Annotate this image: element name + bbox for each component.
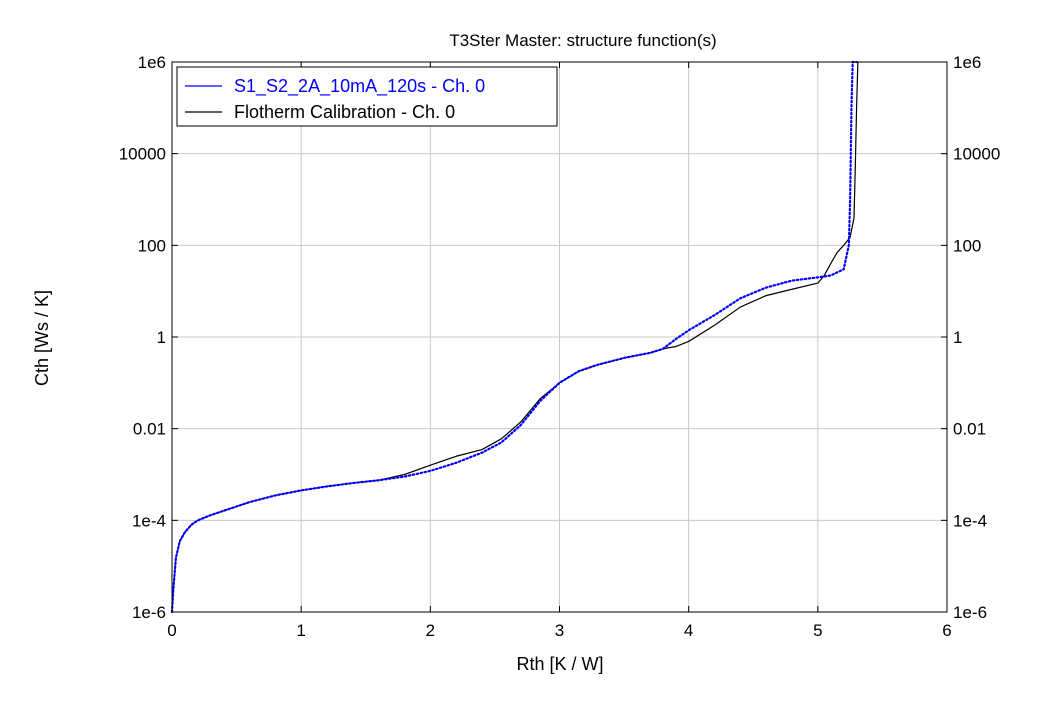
y-axis-title: Cth [Ws / K]	[32, 290, 52, 386]
series-layer	[170, 60, 860, 614]
legend-label-series-1: S1_S2_2A_10mA_120s - Ch. 0	[234, 76, 485, 97]
x-tick-label: 0	[167, 621, 176, 640]
x-tick-label: 4	[684, 621, 693, 640]
y-tick-label-left: 10000	[119, 145, 166, 164]
y-tick-label-right: 1e-4	[953, 511, 987, 530]
legend-box	[176, 66, 558, 127]
legend: S1_S2_2A_10mA_120s - Ch. 0 Flotherm Cali…	[176, 66, 558, 127]
x-tick-label: 1	[296, 621, 305, 640]
y-tick-label-right: 1	[953, 328, 962, 347]
y-tick-label-right: 1e6	[953, 53, 981, 72]
x-tick-label: 2	[426, 621, 435, 640]
series-line-1	[170, 60, 858, 614]
x-tick-label: 3	[555, 621, 564, 640]
y-tick-label-right: 1e-6	[953, 603, 987, 622]
y-tick-label-left: 100	[138, 236, 166, 255]
x-tick-label: 5	[813, 621, 822, 640]
grid-layer	[172, 62, 947, 612]
y-tick-label-right: 0.01	[953, 420, 986, 439]
y-tick-label-right: 10000	[953, 145, 1000, 164]
y-tick-label-left: 1e-6	[132, 603, 166, 622]
y-tick-label-left: 1	[157, 328, 166, 347]
x-tick-label: 6	[942, 621, 951, 640]
y-tick-label-right: 100	[953, 236, 981, 255]
y-tick-label-left: 1e6	[138, 53, 166, 72]
legend-label-series-2: Flotherm Calibration - Ch. 0	[234, 102, 455, 122]
chart-title: T3Ster Master: structure function(s)	[449, 31, 716, 50]
x-axis-title: Rth [K / W]	[516, 654, 603, 674]
y-tick-label-left: 0.01	[133, 420, 166, 439]
y-tick-label-left: 1e-4	[132, 511, 166, 530]
